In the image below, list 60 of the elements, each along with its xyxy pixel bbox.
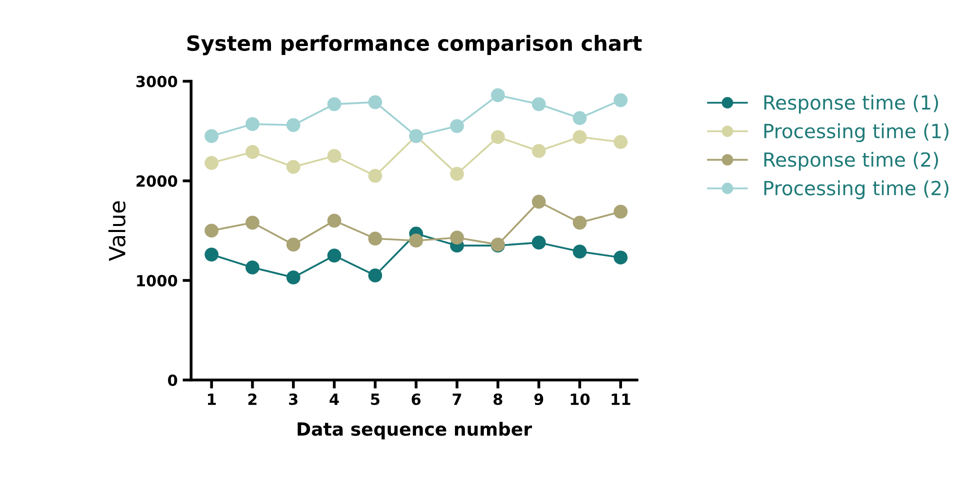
point — [572, 130, 587, 144]
x-tick-label: 11 — [612, 394, 630, 405]
point — [532, 144, 546, 158]
point — [368, 95, 382, 110]
point — [286, 160, 300, 174]
point — [246, 145, 260, 159]
point — [450, 119, 464, 134]
point — [246, 117, 260, 132]
chart-title: System performance comparison chart — [187, 34, 642, 56]
legend-label: Processing time (2) — [764, 180, 948, 200]
point — [327, 214, 342, 228]
point — [614, 250, 628, 264]
point — [450, 166, 464, 181]
x-tick-label: 10 — [570, 393, 590, 406]
point — [409, 234, 424, 248]
point — [490, 88, 505, 102]
y-tick-label: 3000 — [136, 76, 178, 88]
x-tick-label: 4 — [330, 394, 339, 405]
point — [204, 156, 218, 170]
point — [286, 238, 300, 252]
point — [614, 135, 628, 149]
legend-label: Response time (2) — [764, 152, 938, 171]
point — [204, 129, 218, 143]
x-tick-label: 9 — [534, 393, 544, 406]
point — [204, 248, 218, 262]
point — [368, 232, 382, 246]
x-tick-label: 7 — [452, 394, 462, 405]
x-axis-title: Data sequence number — [298, 422, 532, 440]
point — [614, 204, 628, 219]
point — [532, 97, 546, 112]
point — [286, 118, 300, 132]
point — [450, 230, 464, 245]
point — [532, 194, 546, 209]
point — [532, 236, 546, 250]
legend-label: Processing time (1) — [764, 123, 948, 142]
x-tick-label: 6 — [412, 393, 421, 406]
point — [246, 260, 260, 274]
point — [286, 270, 300, 284]
y-tick-label: 1000 — [137, 274, 178, 286]
x-tick-label: 1 — [208, 394, 216, 405]
point — [368, 268, 382, 282]
point — [204, 224, 218, 238]
point — [572, 244, 587, 258]
point — [327, 248, 342, 262]
point — [614, 93, 628, 108]
y-tick-label: 0 — [168, 374, 178, 386]
point — [327, 149, 342, 163]
y-tick-label: 2000 — [136, 175, 178, 187]
point — [572, 111, 587, 126]
x-tick-label: 8 — [494, 393, 502, 406]
y-axis-title: Value — [108, 201, 126, 261]
point — [572, 216, 587, 230]
point — [246, 216, 260, 230]
point — [368, 168, 382, 183]
x-tick-label: 2 — [248, 393, 256, 405]
x-tick-label: 3 — [289, 393, 298, 406]
x-tick-label: 5 — [371, 394, 380, 406]
legend-label: Response time (1) — [764, 94, 938, 114]
point — [327, 97, 342, 112]
point — [490, 130, 505, 144]
